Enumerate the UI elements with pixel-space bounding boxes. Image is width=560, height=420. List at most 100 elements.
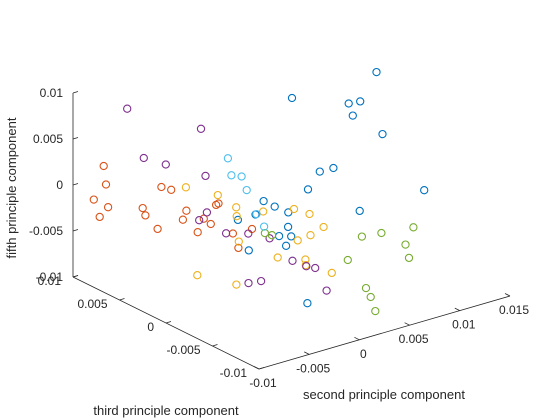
data-point: [167, 185, 176, 194]
z-tick-mark: [72, 183, 79, 186]
y-tick-mark: [258, 367, 265, 370]
y-axis-ticks: -0.01 -0.005 0 0.005 0.01: [38, 274, 265, 380]
data-point: [232, 212, 241, 221]
z-tick-mark: [72, 229, 79, 232]
y-tick-mark: [165, 321, 172, 324]
data-point: [232, 203, 241, 212]
data-point: [356, 97, 365, 106]
z-tick-mark: [72, 137, 79, 140]
data-point: [270, 202, 279, 211]
data-points: [89, 67, 429, 316]
z-tick-label: 0: [56, 178, 63, 192]
x-tick-label: 0.01: [452, 318, 476, 332]
x-tick-mark: [404, 322, 410, 326]
data-point: [302, 262, 311, 271]
data-point: [327, 268, 336, 278]
data-point: [221, 229, 231, 238]
y-tick-label: 0.01: [38, 274, 62, 288]
x-tick-label: -0.01: [249, 376, 277, 390]
data-point: [259, 222, 269, 231]
data-point: [153, 224, 162, 234]
data-point: [233, 215, 243, 225]
data-point: [303, 185, 313, 194]
data-point: [344, 99, 353, 108]
data-point: [420, 186, 429, 195]
data-point: [287, 232, 296, 241]
data-point: [141, 211, 150, 220]
data-point: [89, 195, 98, 204]
y-tick-mark: [72, 275, 79, 278]
axes: -0.01 -0.005 0 0.005 0.01 -0.01 -0.005 0 0.005 0…: [4, 86, 529, 418]
data-point: [361, 283, 371, 293]
data-point: [95, 212, 104, 222]
data-point: [123, 104, 132, 113]
data-point: [103, 203, 113, 212]
data-point: [409, 223, 418, 232]
x-tick-label: -0.005: [296, 361, 330, 375]
data-point: [378, 129, 387, 139]
data-point: [247, 224, 257, 234]
data-point: [101, 180, 111, 189]
data-point: [234, 243, 243, 253]
data-point: [196, 124, 206, 133]
data-point: [319, 222, 328, 232]
data-point: [273, 253, 282, 262]
data-point: [260, 228, 270, 238]
data-point: [242, 185, 251, 195]
data-point: [138, 203, 147, 213]
data-point: [377, 228, 386, 238]
data-point: [322, 286, 331, 295]
y-tick-label: 0: [147, 320, 154, 334]
data-point: [211, 200, 221, 210]
x-tick-mark: [454, 307, 460, 311]
x-tick-mark: [253, 366, 260, 370]
data-point: [157, 182, 166, 192]
data-point: [348, 111, 357, 120]
x-tick-label: 0.005: [399, 332, 429, 346]
data-point: [195, 216, 204, 225]
data-point: [182, 206, 191, 215]
x-tick-label: 0.015: [499, 303, 529, 317]
data-point: [329, 163, 338, 173]
data-point: [303, 299, 312, 308]
data-point: [244, 278, 253, 288]
data-point: [99, 161, 108, 171]
data-point: [193, 271, 202, 280]
data-point: [161, 160, 170, 169]
data-point: [343, 255, 352, 265]
data-point: [401, 240, 410, 249]
x-axis-ticks: -0.01 -0.005 0 0.005 0.01 0.015: [249, 293, 529, 390]
y-tick-label: -0.01: [220, 366, 248, 380]
data-point: [305, 209, 314, 219]
data-point: [315, 167, 324, 176]
data-point: [306, 231, 315, 240]
data-point: [237, 172, 246, 181]
z-tick-label: -0.005: [29, 224, 63, 238]
data-point: [355, 206, 364, 216]
data-point: [193, 228, 202, 237]
data-point: [234, 237, 243, 246]
z-tick-mark: [72, 91, 79, 94]
z-tick-label: 0.005: [33, 132, 63, 146]
data-point: [252, 209, 261, 219]
data-point: [201, 171, 210, 181]
data-point: [139, 153, 148, 163]
data-point: [206, 219, 215, 229]
data-point: [227, 171, 236, 180]
data-point: [232, 280, 241, 289]
y-tick-label: -0.005: [166, 343, 200, 357]
x-axis-label: second principle component: [303, 387, 465, 402]
data-point: [293, 236, 302, 245]
data-point: [181, 183, 191, 192]
data-point: [259, 196, 268, 206]
data-point: [281, 241, 291, 250]
x-tick-mark: [354, 336, 360, 341]
z-axis-label: fifth principle component: [4, 117, 19, 258]
y-axis-label: third principle component: [93, 403, 239, 418]
data-point: [256, 276, 266, 286]
data-point: [202, 208, 212, 217]
data-point: [311, 263, 320, 273]
data-point: [244, 229, 253, 238]
data-point: [228, 229, 238, 238]
